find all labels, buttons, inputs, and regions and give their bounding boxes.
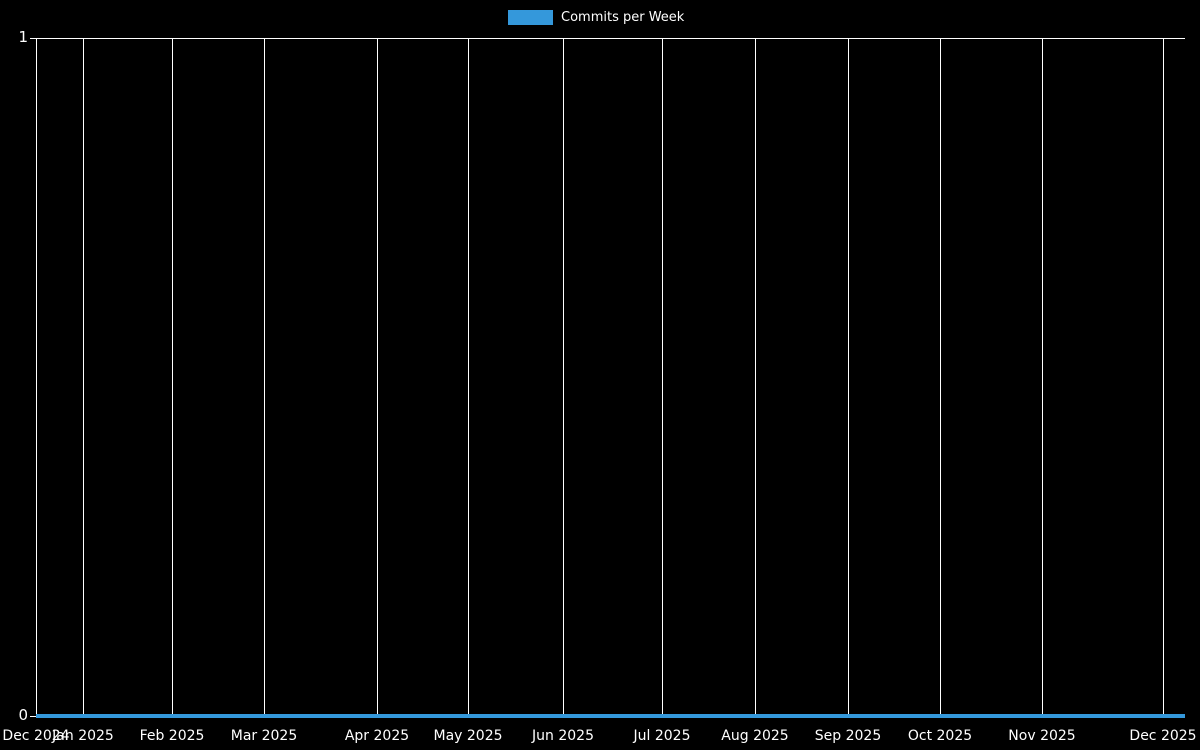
- x-tick-label-oct-2025: Oct 2025: [907, 728, 973, 744]
- x-tick-label-aug-2025: Aug 2025: [721, 728, 789, 744]
- x-tick-label-sep-2025: Sep 2025: [814, 728, 882, 744]
- x-tick-label-apr-2025: Apr 2025: [344, 728, 410, 744]
- series-line-commits-per-week: [36, 714, 1185, 718]
- y-axis-top-gridline: [36, 38, 1185, 39]
- gridline-dec-2024: [36, 38, 37, 716]
- x-tick-label-may-2025: May 2025: [433, 728, 503, 744]
- gridline-aug-2025: [755, 38, 756, 716]
- x-tick-label-jun-2025: Jun 2025: [532, 728, 594, 744]
- chart-legend: Commits per Week: [508, 6, 684, 28]
- gridline-dec-2025: [1163, 38, 1164, 716]
- x-tick-label-jul-2025: Jul 2025: [633, 728, 691, 744]
- gridline-jun-2025: [563, 38, 564, 716]
- y-tick-mark-1: [30, 38, 36, 39]
- gridline-sep-2025: [848, 38, 849, 716]
- gridline-mar-2025: [264, 38, 265, 716]
- gridline-apr-2025: [377, 38, 378, 716]
- gridline-may-2025: [468, 38, 469, 716]
- legend-swatch-commits-per-week: [508, 9, 553, 25]
- x-tick-label-jan-2025: Jan 2025: [52, 728, 114, 744]
- x-tick-label-mar-2025: Mar 2025: [230, 728, 298, 744]
- x-tick-label-dec-2025: Dec 2025: [1129, 728, 1197, 744]
- gridline-jul-2025: [662, 38, 663, 716]
- y-tick-mark-0: [30, 716, 36, 717]
- x-tick-label-nov-2025: Nov 2025: [1008, 728, 1076, 744]
- legend-label-commits-per-week: Commits per Week: [561, 9, 685, 25]
- gridline-nov-2025: [1042, 38, 1043, 716]
- x-tick-label-feb-2025: Feb 2025: [139, 728, 205, 744]
- y-tick-label-1: 1: [18, 28, 28, 46]
- gridline-oct-2025: [940, 38, 941, 716]
- y-tick-label-0: 0: [18, 706, 28, 724]
- gridline-feb-2025: [172, 38, 173, 716]
- gridline-jan-2025: [83, 38, 84, 716]
- x-tick-label-dec-2024: Dec 2024: [2, 728, 70, 744]
